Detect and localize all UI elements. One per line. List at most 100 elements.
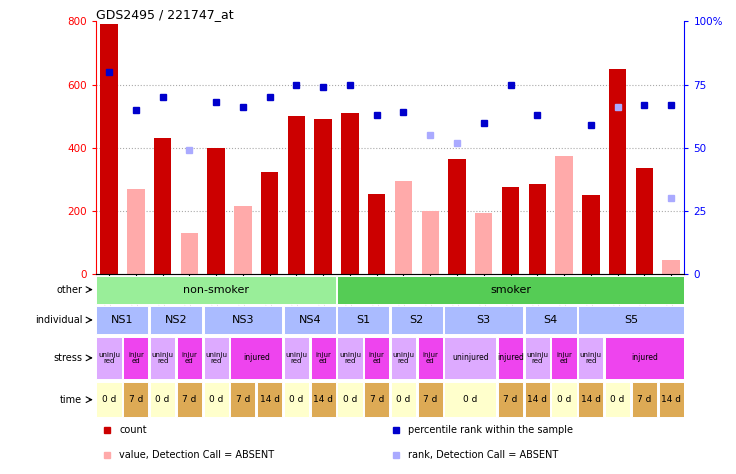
Bar bbox=[556, 156, 573, 274]
Bar bbox=[204, 382, 229, 417]
Bar bbox=[609, 69, 626, 274]
Text: injur
ed: injur ed bbox=[556, 352, 572, 364]
Text: 14 d: 14 d bbox=[581, 395, 601, 404]
Text: injur
ed: injur ed bbox=[315, 352, 331, 364]
Bar bbox=[154, 138, 171, 274]
Text: percentile rank within the sample: percentile rank within the sample bbox=[408, 425, 573, 435]
Bar bbox=[502, 187, 519, 274]
Text: other: other bbox=[56, 284, 82, 294]
Text: S1: S1 bbox=[356, 315, 370, 325]
Text: NS2: NS2 bbox=[165, 315, 187, 325]
Bar bbox=[448, 159, 466, 274]
Bar bbox=[417, 337, 443, 379]
Bar bbox=[311, 337, 336, 379]
Bar bbox=[337, 382, 363, 417]
Text: 0 d: 0 d bbox=[610, 395, 625, 404]
Bar bbox=[498, 337, 523, 379]
Text: S5: S5 bbox=[624, 315, 638, 325]
Bar bbox=[551, 337, 576, 379]
Text: injur
ed: injur ed bbox=[128, 352, 144, 364]
Text: 0 d: 0 d bbox=[396, 395, 411, 404]
Text: 14 d: 14 d bbox=[260, 395, 280, 404]
Bar bbox=[445, 382, 496, 417]
Text: 14 d: 14 d bbox=[661, 395, 681, 404]
Text: time: time bbox=[60, 395, 82, 405]
Text: NS1: NS1 bbox=[111, 315, 134, 325]
Text: 0 d: 0 d bbox=[102, 395, 116, 404]
Text: 0 d: 0 d bbox=[343, 395, 357, 404]
Text: injured: injured bbox=[497, 354, 524, 363]
Bar bbox=[96, 337, 121, 379]
Bar bbox=[288, 116, 305, 274]
Bar bbox=[525, 382, 550, 417]
Text: 7 d: 7 d bbox=[423, 395, 437, 404]
Text: injur
ed: injur ed bbox=[181, 352, 197, 364]
Bar bbox=[337, 337, 363, 379]
Bar bbox=[337, 306, 389, 334]
Bar bbox=[364, 337, 389, 379]
Text: uninju
red: uninju red bbox=[580, 352, 602, 364]
Bar bbox=[659, 382, 684, 417]
Bar bbox=[578, 306, 684, 334]
Text: 0 d: 0 d bbox=[463, 395, 478, 404]
Text: 0 d: 0 d bbox=[289, 395, 303, 404]
Bar bbox=[96, 382, 121, 417]
Bar bbox=[605, 382, 630, 417]
Bar bbox=[180, 233, 198, 274]
Bar bbox=[391, 306, 443, 334]
Bar bbox=[230, 382, 255, 417]
Bar bbox=[177, 337, 202, 379]
Text: non-smoker: non-smoker bbox=[183, 284, 249, 294]
Bar bbox=[284, 337, 309, 379]
Bar bbox=[234, 206, 252, 274]
Bar bbox=[100, 25, 118, 274]
Bar bbox=[394, 181, 412, 274]
Bar bbox=[578, 382, 604, 417]
Bar bbox=[208, 148, 224, 274]
Text: uninju
red: uninju red bbox=[286, 352, 308, 364]
Text: uninju
red: uninju red bbox=[392, 352, 414, 364]
Bar bbox=[123, 382, 149, 417]
Text: S3: S3 bbox=[477, 315, 491, 325]
Bar bbox=[445, 337, 496, 379]
Text: injur
ed: injur ed bbox=[369, 352, 385, 364]
Bar bbox=[127, 189, 144, 274]
Text: NS3: NS3 bbox=[232, 315, 254, 325]
Bar bbox=[204, 337, 229, 379]
Bar bbox=[150, 337, 175, 379]
Text: 7 d: 7 d bbox=[637, 395, 651, 404]
Bar bbox=[284, 306, 336, 334]
Bar bbox=[368, 194, 386, 274]
Bar bbox=[150, 306, 202, 334]
Text: 14 d: 14 d bbox=[314, 395, 333, 404]
Text: injured: injured bbox=[243, 354, 269, 363]
Bar bbox=[578, 337, 604, 379]
Bar bbox=[311, 382, 336, 417]
Text: uninju
red: uninju red bbox=[152, 352, 174, 364]
Bar bbox=[525, 337, 550, 379]
Bar bbox=[391, 337, 416, 379]
Bar bbox=[257, 382, 282, 417]
Text: GDS2495 / 221747_at: GDS2495 / 221747_at bbox=[96, 9, 233, 21]
Text: smoker: smoker bbox=[490, 284, 531, 294]
Text: individual: individual bbox=[35, 315, 82, 325]
Text: injur
ed: injur ed bbox=[422, 352, 438, 364]
Text: 14 d: 14 d bbox=[527, 395, 548, 404]
Text: NS4: NS4 bbox=[299, 315, 321, 325]
Bar bbox=[342, 113, 358, 274]
Text: uninju
red: uninju red bbox=[339, 352, 361, 364]
Text: count: count bbox=[119, 425, 147, 435]
Text: 7 d: 7 d bbox=[503, 395, 517, 404]
Bar bbox=[422, 211, 439, 274]
Bar bbox=[417, 382, 443, 417]
Text: uninju
red: uninju red bbox=[526, 352, 548, 364]
Bar bbox=[475, 213, 492, 274]
Bar bbox=[150, 382, 175, 417]
Text: 0 d: 0 d bbox=[557, 395, 571, 404]
Text: uninjured: uninjured bbox=[452, 354, 489, 363]
Text: injured: injured bbox=[631, 354, 658, 363]
Bar bbox=[337, 275, 684, 303]
Bar bbox=[123, 337, 149, 379]
Bar bbox=[525, 306, 576, 334]
Bar bbox=[631, 382, 657, 417]
